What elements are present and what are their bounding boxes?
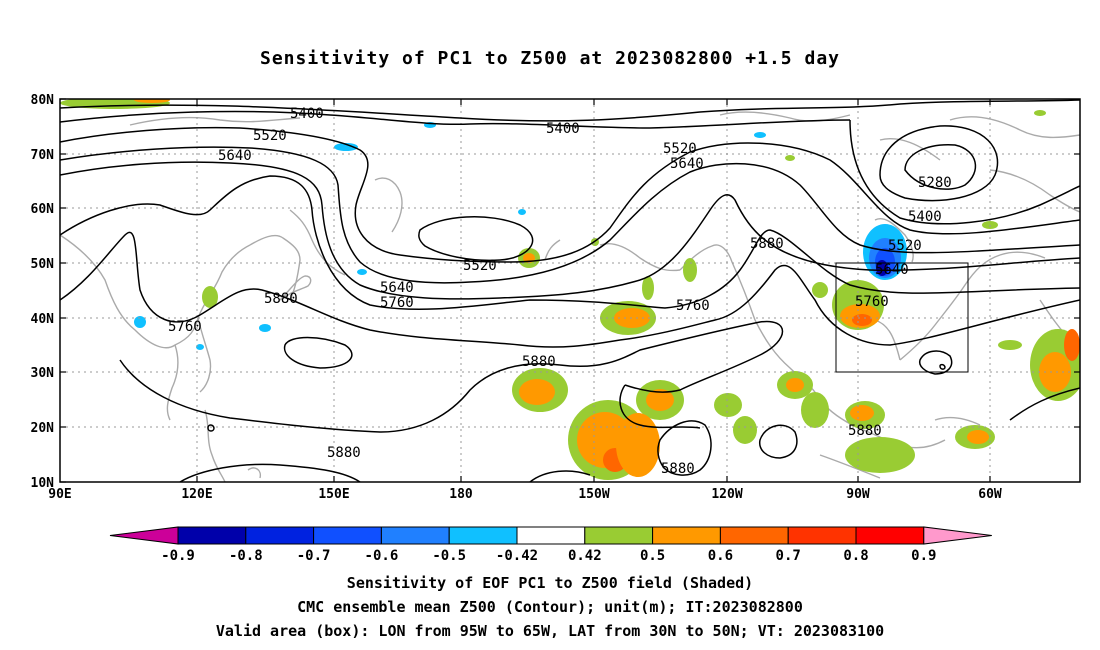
- contour-label-5640: 5640: [380, 280, 414, 296]
- contour-label-5640: 5640: [218, 148, 252, 164]
- lon-label: 90E: [48, 487, 71, 502]
- colorbar-label: 0.7: [776, 548, 801, 564]
- contour-label-5760: 5760: [168, 319, 202, 335]
- lat-label: 80N: [31, 93, 55, 108]
- colorbar-segment: [652, 526, 721, 545]
- contour-label-5520: 5520: [463, 258, 497, 274]
- lon-label: 150E: [318, 487, 349, 502]
- contour-label-5760: 5760: [855, 294, 889, 310]
- contour-labels: 5400 5400 5400 5520 5520 5520 5520 5640 …: [168, 106, 952, 477]
- contour-label-5400: 5400: [546, 121, 580, 137]
- contour-label-5880: 5880: [848, 423, 882, 439]
- colorbar-label: 0.42: [568, 548, 602, 564]
- colorbar-label: -0.42: [496, 548, 538, 564]
- contour-label-5880: 5880: [264, 291, 298, 307]
- lon-label: 120E: [181, 487, 212, 502]
- colorbar-label: -0.6: [365, 548, 399, 564]
- contour-label-5880: 5880: [661, 461, 695, 477]
- colorbar-label: -0.5: [432, 548, 466, 564]
- contour-label-5880: 5880: [522, 354, 556, 370]
- contour-label-5400: 5400: [908, 209, 942, 225]
- colorbar-segment: [516, 526, 586, 545]
- valid-area-box: [835, 262, 969, 373]
- contour-label-5520: 5520: [663, 141, 697, 157]
- lat-label: 10N: [31, 476, 55, 491]
- colorbar-label: 0.8: [843, 548, 868, 564]
- latitude-labels: 80N 70N 60N 50N 40N 30N 20N 10N: [31, 93, 55, 491]
- contour-label-5880: 5880: [750, 236, 784, 252]
- colorbar-segment: [787, 526, 857, 545]
- colorbar-segment: [584, 526, 654, 545]
- contour-label-5640: 5640: [670, 156, 704, 172]
- colorbar: -0.9 -0.8 -0.7 -0.6 -0.5 -0.42 0.42 0.5 0.6 0.7 0.…: [109, 526, 992, 564]
- lon-label: 180: [449, 487, 473, 502]
- contour-label-5760: 5760: [676, 298, 710, 314]
- colorbar-segment: [855, 526, 925, 545]
- contour-label-5760: 5760: [380, 295, 414, 311]
- lat-label: 70N: [31, 148, 55, 163]
- caption-line-3: Valid area (box): LON from 95W to 65W, L…: [215, 622, 885, 640]
- caption-line-1: Sensitivity of EOF PC1 to Z500 field (Sh…: [346, 574, 754, 592]
- colorbar-segment: [380, 526, 450, 545]
- longitude-labels: 90E 120E 150E 180 150W 120W 90W 60W: [48, 487, 1002, 502]
- colorbar-segment: [177, 526, 247, 545]
- colorbar-high-arrow: [923, 526, 992, 545]
- map-frame: [59, 98, 1081, 483]
- colorbar-label: -0.8: [229, 548, 263, 564]
- lat-label: 50N: [31, 257, 55, 272]
- colorbar-label: -0.7: [297, 548, 331, 564]
- colorbar-segment: [448, 526, 518, 545]
- colorbar-label: 0.9: [911, 548, 936, 564]
- colorbar-segment: [313, 526, 382, 545]
- contour-label-5280: 5280: [918, 175, 952, 191]
- contour-label-5640: 5640: [875, 262, 909, 278]
- caption-line-2: CMC ensemble mean Z500 (Contour); unit(m…: [297, 598, 803, 616]
- contour-label-5400: 5400: [290, 106, 324, 122]
- axis-ticks: [60, 98, 1080, 483]
- lat-label: 40N: [31, 312, 55, 327]
- contour-label-5520: 5520: [888, 238, 922, 254]
- plot-title: Sensitivity of PC1 to Z500 at 2023082800…: [259, 48, 840, 69]
- colorbar-low-arrow: [109, 526, 179, 545]
- lat-label: 20N: [31, 421, 55, 436]
- colorbar-segment: [719, 526, 789, 545]
- lon-label: 150W: [578, 487, 609, 502]
- lat-label: 30N: [31, 366, 55, 381]
- lat-label: 60N: [31, 202, 55, 217]
- lon-label: 120W: [711, 487, 742, 502]
- colorbar-label: 0.5: [640, 548, 665, 564]
- z500-contours: [60, 99, 1080, 482]
- colorbar-label: -0.9: [161, 548, 195, 564]
- lon-label: 90W: [846, 487, 870, 502]
- colorbar-label: 0.6: [708, 548, 733, 564]
- contour-label-5880: 5880: [327, 445, 361, 461]
- sensitivity-shading: [60, 99, 1080, 480]
- lon-label: 60W: [978, 487, 1002, 502]
- colorbar-segment: [245, 526, 315, 545]
- contour-label-5520: 5520: [253, 128, 287, 144]
